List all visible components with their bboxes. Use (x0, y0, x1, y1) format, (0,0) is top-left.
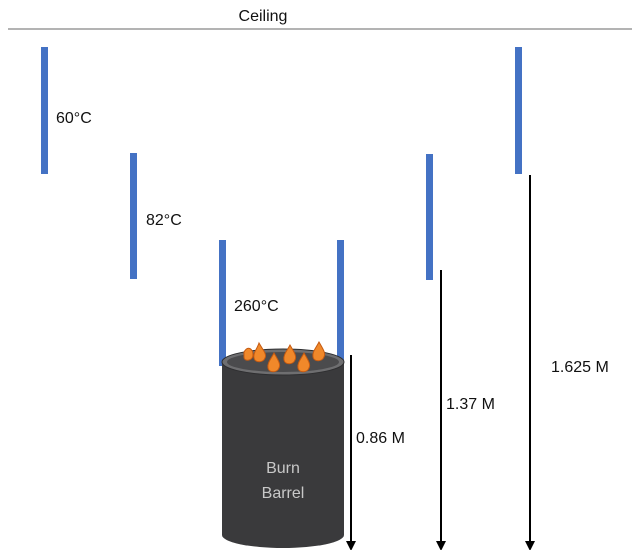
ceiling-label: Ceiling (239, 8, 288, 25)
sensor-bar-1625 (515, 47, 522, 174)
sensor-bar-260c-left (219, 240, 226, 366)
distance-label-1625: 1.625 M (551, 359, 609, 376)
distance-label-086: 0.86 M (356, 430, 405, 447)
temp-label-82c: 82°C (146, 212, 182, 229)
temp-label-60c: 60°C (56, 110, 92, 127)
distance-label-137: 1.37 M (446, 396, 495, 413)
barrel-label-line2: Barrel (262, 485, 305, 502)
sensor-bar-260c-right (337, 240, 344, 366)
barrel-label-line1: Burn (266, 460, 300, 477)
sensor-bar-137 (426, 154, 433, 280)
burn-barrel (221, 348, 345, 548)
sensor-bar-60c (41, 47, 48, 174)
flames (243, 340, 326, 373)
temp-label-260c: 260°C (234, 298, 279, 315)
sensor-bar-82c (130, 153, 137, 279)
